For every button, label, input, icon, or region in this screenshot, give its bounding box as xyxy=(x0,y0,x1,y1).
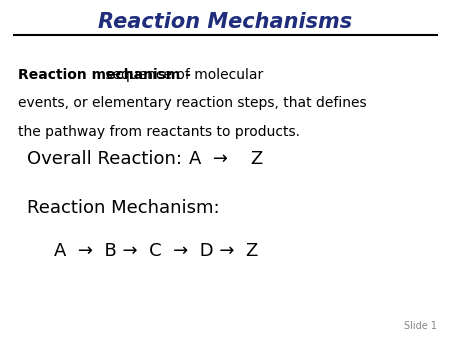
Text: Reaction Mechanisms: Reaction Mechanisms xyxy=(98,12,352,32)
Text: Reaction mechanism -: Reaction mechanism - xyxy=(18,68,191,81)
Text: events, or elementary reaction steps, that defines: events, or elementary reaction steps, th… xyxy=(18,96,367,110)
Text: Overall Reaction:: Overall Reaction: xyxy=(27,150,182,168)
Text: Slide 1: Slide 1 xyxy=(404,321,436,331)
Text: the pathway from reactants to products.: the pathway from reactants to products. xyxy=(18,125,300,139)
Text: sequence of molecular: sequence of molecular xyxy=(101,68,264,81)
Text: Reaction Mechanism:: Reaction Mechanism: xyxy=(27,199,220,217)
Text: A  →  B →  C  →  D →  Z: A → B → C → D → Z xyxy=(54,242,258,260)
Text: A  →    Z: A → Z xyxy=(189,150,263,168)
